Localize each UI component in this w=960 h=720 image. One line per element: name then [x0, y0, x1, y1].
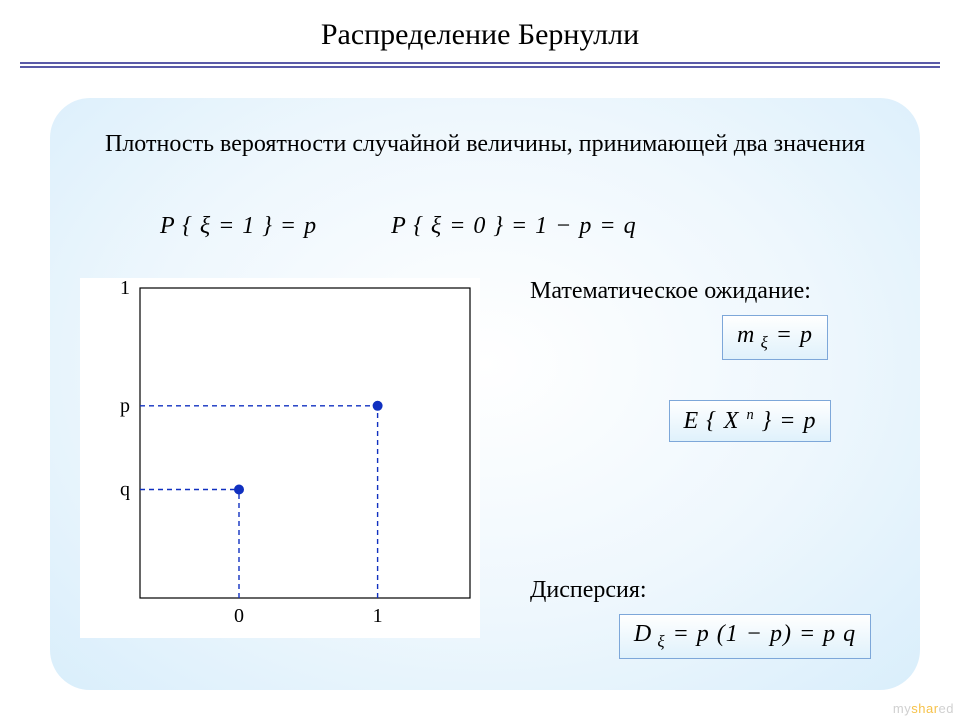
- slide: Распределение Бернулли Плотность вероятн…: [0, 0, 960, 720]
- watermark: myshared: [893, 701, 954, 716]
- pmf-formulas: P { ξ = 1 } = p P { ξ = 0 } = 1 − p = q: [160, 213, 637, 240]
- watermark-shar: shar: [911, 701, 938, 716]
- expectation-label: Математическое ожидание:: [530, 278, 900, 305]
- intro-text: Плотность вероятности случайной величины…: [105, 128, 880, 160]
- formulas-column: Математическое ожидание: m ξ = p E { X n…: [530, 278, 900, 659]
- pmf-p0: P { ξ = 0 } = 1 − p = q: [391, 213, 636, 239]
- variance-label: Дисперсия:: [530, 577, 900, 604]
- svg-text:0: 0: [234, 605, 244, 627]
- moment-formula: E { X n } = p: [669, 400, 832, 442]
- bernoulli-stem-chart: q p 1 0 1: [80, 278, 480, 638]
- svg-text:q: q: [120, 479, 130, 501]
- mean-formula: m ξ = p: [722, 315, 828, 360]
- pmf-p1: P { ξ = 1 } = p: [160, 213, 317, 239]
- slide-title: Распределение Бернулли: [0, 0, 960, 58]
- moment-formula-row: E { X n } = p: [600, 400, 900, 442]
- title-divider-bottom: [20, 66, 940, 68]
- chart-container: q p 1 0 1: [80, 278, 480, 638]
- content-panel: Плотность вероятности случайной величины…: [50, 98, 920, 690]
- title-divider-top: [20, 62, 940, 64]
- variance-formula-row: D ξ = p (1 − p) = p q: [590, 614, 900, 659]
- svg-text:1: 1: [120, 278, 130, 299]
- svg-text:1: 1: [373, 605, 383, 627]
- variance-formula: D ξ = p (1 − p) = p q: [619, 614, 871, 659]
- mean-formula-row: m ξ = p: [650, 315, 900, 360]
- watermark-ed: ed: [939, 701, 954, 716]
- watermark-my: my: [893, 701, 911, 716]
- svg-text:p: p: [120, 395, 130, 417]
